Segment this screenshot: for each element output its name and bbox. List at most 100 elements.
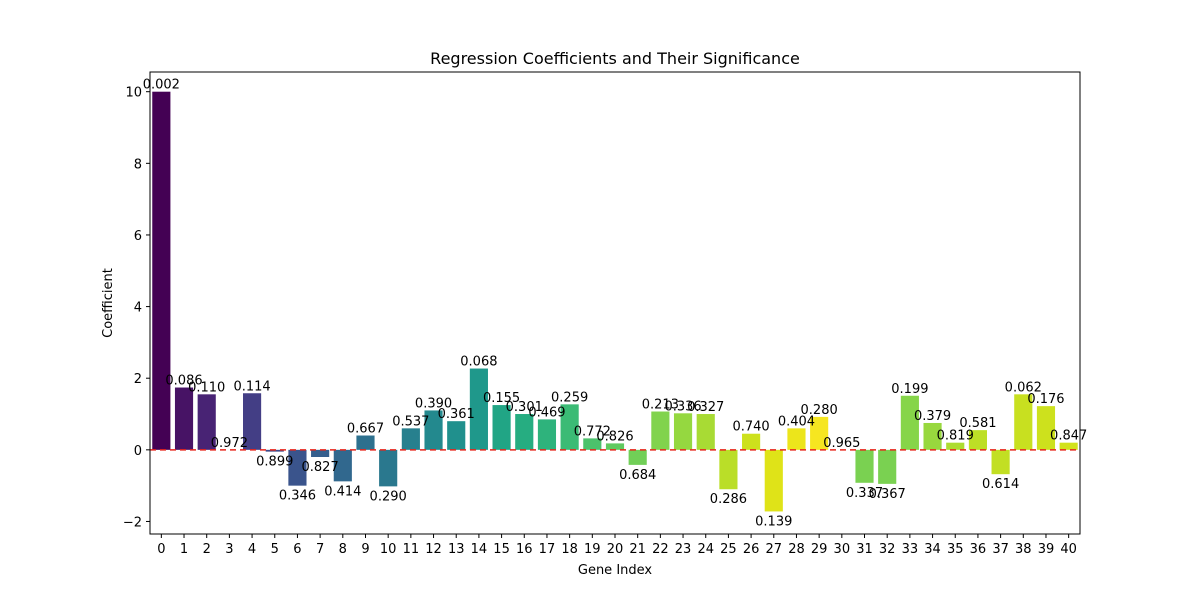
y-tick-label: −2	[123, 515, 142, 530]
pvalue-label: 0.336	[664, 399, 701, 414]
bar-gene-28	[787, 428, 806, 450]
bar-gene-29	[810, 416, 829, 450]
bars-layer	[152, 91, 1078, 512]
x-tick-label: 28	[788, 542, 805, 557]
bar-gene-35	[946, 442, 965, 450]
pvalue-label: 0.826	[596, 429, 633, 444]
pvalue-label: 0.684	[619, 468, 656, 483]
pvalue-label: 0.337	[846, 486, 883, 501]
pvalue-label: 0.346	[279, 489, 316, 504]
x-tick-label: 17	[539, 542, 556, 557]
pvalue-label: 0.002	[143, 78, 180, 93]
bar-gene-10	[379, 449, 398, 487]
bar-gene-13	[447, 421, 466, 450]
bar-gene-34	[923, 422, 942, 450]
x-tick-label: 6	[293, 542, 301, 557]
y-axis: −2 0 2 4 6 8 10	[123, 86, 150, 530]
x-tick-label: 24	[697, 542, 714, 557]
y-tick-label: 10	[125, 86, 142, 101]
x-tick-label: 33	[902, 542, 919, 557]
bar-gene-20	[605, 443, 625, 450]
x-tick-label: 20	[607, 542, 624, 557]
bar-gene-23	[673, 413, 693, 450]
bar-gene-19	[583, 438, 602, 450]
bar-gene-5	[265, 449, 284, 452]
pvalue-label: 0.667	[347, 422, 384, 437]
x-tick-label: 32	[879, 542, 896, 557]
bar-gene-36	[968, 430, 987, 450]
x-axis-label: Gene Index	[578, 563, 653, 578]
pvalue-label: 0.414	[324, 484, 361, 499]
bar-gene-21	[628, 449, 647, 465]
pvalue-label: 0.827	[302, 460, 339, 475]
chart-title: Regression Coefficients and Their Signif…	[430, 49, 800, 68]
bar-gene-4	[243, 393, 262, 450]
x-tick-label: 40	[1060, 542, 1077, 557]
bar-gene-24	[696, 414, 715, 450]
pvalue-label: 0.290	[370, 489, 407, 504]
x-tick-label: 14	[471, 542, 488, 557]
x-tick-label: 38	[1015, 542, 1032, 557]
bar-gene-7	[311, 449, 330, 457]
bar-gene-26	[742, 433, 761, 450]
x-tick-label: 29	[811, 542, 828, 557]
bar-gene-18	[560, 404, 579, 450]
pvalue-label: 0.110	[188, 380, 225, 395]
bar-gene-16	[515, 414, 534, 450]
x-tick-label: 3	[225, 542, 233, 557]
pvalue-label: 0.965	[823, 436, 860, 451]
pvalue-label: 0.390	[415, 396, 452, 411]
x-tick-label: 19	[584, 542, 601, 557]
x-axis: 0 1 2 3 4 5 6 7 8 9 10 11 12 13 14 15 16 17 18 19 20 21 22 23 24…	[157, 534, 1077, 557]
x-tick-label: 23	[675, 542, 692, 557]
x-tick-label: 0	[157, 542, 165, 557]
bar-gene-11	[401, 428, 420, 450]
x-tick-label: 25	[720, 542, 737, 557]
x-tick-label: 12	[425, 542, 442, 557]
pvalue-label: 0.199	[891, 382, 928, 397]
bar-gene-40	[1059, 442, 1078, 450]
x-tick-label: 2	[203, 542, 211, 557]
x-tick-label: 35	[947, 542, 964, 557]
pvalue-label: 0.772	[574, 424, 611, 439]
x-tick-label: 34	[924, 542, 941, 557]
pvalue-label: 0.280	[801, 403, 838, 418]
pvalue-label: 0.581	[959, 416, 996, 431]
x-tick-label: 30	[834, 542, 851, 557]
bar-gene-31	[855, 449, 874, 483]
pvalue-label: 0.114	[233, 379, 270, 394]
bar-gene-22	[651, 411, 670, 450]
x-tick-label: 10	[380, 542, 397, 557]
bar-gene-32	[878, 449, 897, 484]
x-tick-label: 36	[970, 542, 987, 557]
bar-gene-9	[356, 435, 375, 450]
x-tick-label: 1	[180, 542, 188, 557]
pvalue-label: 0.062	[1005, 380, 1042, 395]
y-axis-label: Coefficient	[101, 268, 116, 338]
pvalue-label: 0.068	[460, 355, 497, 370]
x-tick-label: 11	[403, 542, 420, 557]
bar-gene-14	[469, 368, 488, 450]
pvalue-label: 0.740	[732, 420, 769, 435]
pvalue-label: 0.367	[869, 487, 906, 502]
y-tick-label: 8	[134, 157, 142, 172]
pvalue-label: 0.614	[982, 477, 1019, 492]
x-tick-label: 5	[271, 542, 279, 557]
x-tick-label: 39	[1038, 542, 1055, 557]
pvalue-label: 0.213	[642, 398, 679, 413]
x-tick-label: 22	[652, 542, 669, 557]
bar-gene-39	[1036, 406, 1056, 450]
bar-gene-17	[537, 419, 557, 450]
pvalue-label: 0.972	[211, 436, 248, 451]
x-tick-label: 16	[516, 542, 533, 557]
pvalue-label: 0.847	[1050, 429, 1087, 444]
bar-gene-33	[900, 395, 919, 450]
x-tick-label: 8	[339, 542, 347, 557]
bar-gene-2	[197, 394, 216, 450]
y-tick-label: 2	[134, 372, 142, 387]
pvalue-label: 0.327	[687, 400, 724, 415]
pvalue-label: 0.155	[483, 391, 520, 406]
